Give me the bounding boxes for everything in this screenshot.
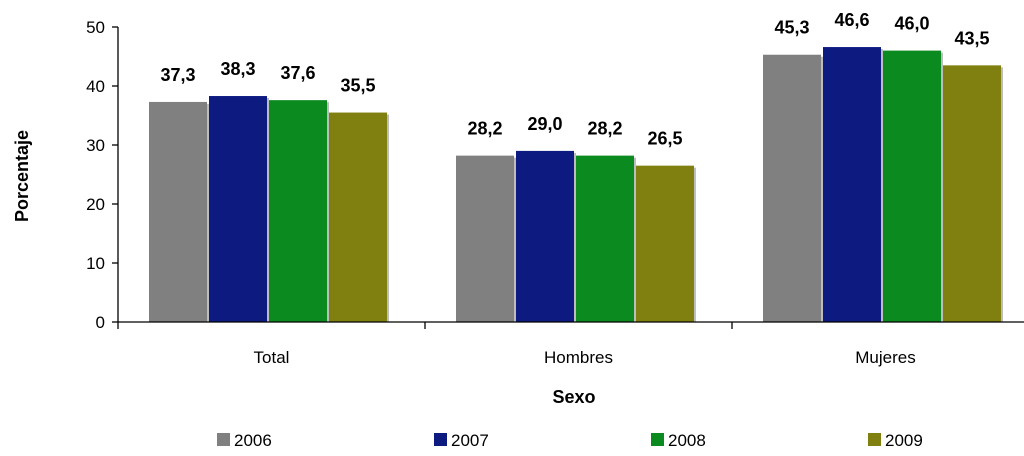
legend-swatch	[868, 433, 881, 446]
y-tick-label: 0	[96, 313, 105, 332]
legend: 2006 2007 2008 2009	[217, 431, 923, 450]
bar-value-label: 28,2	[467, 119, 502, 139]
bar	[763, 54, 821, 322]
x-category-label: Mujeres	[855, 348, 915, 367]
y-tick-label: 50	[86, 18, 105, 37]
bar-value-label: 28,2	[587, 119, 622, 139]
legend-label: 2006	[234, 431, 272, 450]
bar	[516, 150, 574, 322]
bars-layer	[149, 47, 1003, 323]
bar	[149, 101, 207, 323]
bar-value-label: 29,0	[527, 114, 562, 134]
bar-value-label: 43,5	[954, 28, 989, 48]
bar	[943, 65, 1001, 322]
y-ticks-layer: 0 10 20 30 40 50	[86, 18, 118, 332]
y-tick-label: 40	[86, 77, 105, 96]
bar	[883, 50, 941, 322]
bar-value-label: 35,5	[340, 76, 375, 96]
bar	[576, 155, 634, 322]
bar	[456, 155, 514, 322]
x-axis-title: Sexo	[552, 387, 595, 407]
bar	[209, 96, 267, 322]
bar	[329, 112, 387, 322]
bar-value-label: 37,3	[160, 65, 195, 85]
bar-value-label: 37,6	[280, 63, 315, 83]
bar	[269, 100, 327, 322]
legend-label: 2007	[451, 431, 489, 450]
legend-swatch	[217, 433, 230, 446]
x-category-label: Total	[254, 348, 290, 367]
legend-label: 2008	[668, 431, 706, 450]
legend-swatch	[651, 433, 664, 446]
bar	[636, 165, 694, 322]
legend-swatch	[434, 433, 447, 446]
axes-layer	[117, 27, 1024, 323]
x-ticks-layer: Total Hombres Mujeres	[117, 322, 916, 367]
bar-value-label: 45,3	[774, 18, 809, 38]
bar-value-label: 38,3	[220, 59, 255, 79]
y-axis-title: Porcentaje	[12, 130, 32, 222]
x-category-label: Hombres	[544, 348, 613, 367]
bar	[823, 47, 881, 323]
y-tick-label: 20	[86, 195, 105, 214]
y-tick-label: 10	[86, 254, 105, 273]
data-labels-layer: 37,3 38,3 37,6 35,5 28,2 29,0 28,2 26,5 45,3 46,6…	[160, 10, 989, 149]
bar-value-label: 46,0	[894, 14, 929, 34]
legend-label: 2009	[885, 431, 923, 450]
y-tick-label: 30	[86, 136, 105, 155]
bar-value-label: 26,5	[647, 129, 682, 149]
bar-value-label: 46,6	[834, 10, 869, 30]
